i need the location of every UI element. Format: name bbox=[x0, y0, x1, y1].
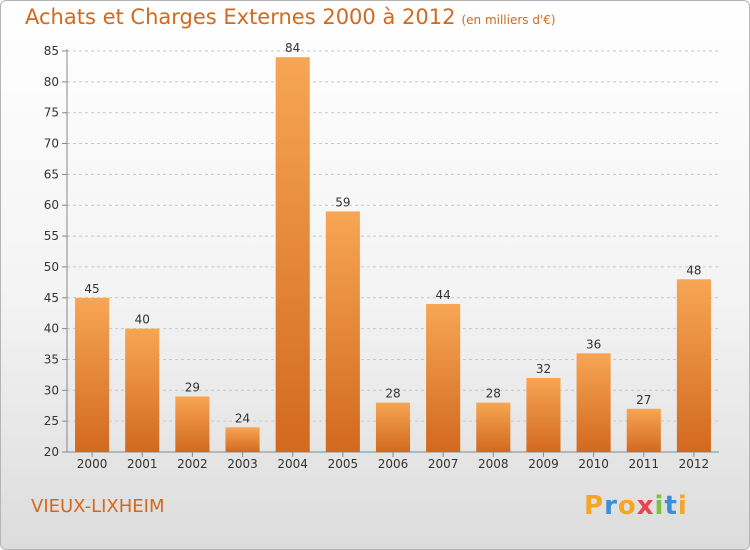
x-tick-label: 2005 bbox=[328, 457, 359, 471]
x-tick-label: 2004 bbox=[277, 457, 308, 471]
y-tick-label: 60 bbox=[44, 198, 59, 212]
value-label: 28 bbox=[385, 387, 400, 401]
y-tick-label: 85 bbox=[44, 44, 59, 58]
logo-letter: P bbox=[584, 491, 605, 521]
x-tick-label: 2002 bbox=[177, 457, 208, 471]
y-tick-label: 20 bbox=[44, 445, 59, 459]
bar-2002 bbox=[175, 396, 210, 452]
y-tick-label: 55 bbox=[44, 229, 59, 243]
logo-letter: i bbox=[677, 491, 688, 521]
y-tick-label: 25 bbox=[44, 414, 59, 428]
y-tick-label: 75 bbox=[44, 106, 59, 120]
value-label: 28 bbox=[486, 387, 501, 401]
value-label: 27 bbox=[636, 393, 651, 407]
x-tick-label: 2000 bbox=[77, 457, 108, 471]
y-tick-label: 80 bbox=[44, 75, 59, 89]
bar-2008 bbox=[476, 402, 511, 452]
bar-2006 bbox=[375, 402, 411, 452]
logo-letter: o bbox=[617, 491, 637, 521]
value-label: 29 bbox=[185, 380, 200, 394]
x-tick-label: 2012 bbox=[679, 457, 710, 471]
x-tick-label: 2010 bbox=[578, 457, 609, 471]
bar-2001 bbox=[125, 328, 160, 452]
chart-subtitle: (en milliers d'€) bbox=[461, 13, 556, 27]
bar-2009 bbox=[526, 377, 561, 452]
bar-2004 bbox=[275, 57, 310, 453]
value-label: 36 bbox=[586, 337, 601, 351]
bar-2005 bbox=[325, 211, 360, 452]
x-tick-label: 2011 bbox=[628, 457, 659, 471]
logo-letter: x bbox=[636, 491, 655, 521]
x-tick-label: 2007 bbox=[428, 457, 459, 471]
bar-2010 bbox=[576, 353, 611, 452]
logo-letter: r bbox=[604, 491, 618, 521]
bar-2012 bbox=[676, 279, 711, 452]
value-label: 59 bbox=[335, 195, 350, 209]
logo-letter: i bbox=[654, 491, 665, 521]
value-label: 48 bbox=[686, 263, 701, 277]
y-tick-label: 30 bbox=[44, 383, 59, 397]
x-tick-label: 2006 bbox=[378, 457, 409, 471]
chart-title: Achats et Charges Externes 2000 à 2012 (e… bbox=[25, 5, 556, 29]
bar-2007 bbox=[426, 303, 461, 452]
logo-letter: t bbox=[664, 491, 678, 521]
chart-title-text: Achats et Charges Externes 2000 à 2012 bbox=[25, 5, 456, 29]
bar-2011 bbox=[626, 408, 661, 452]
y-tick-label: 35 bbox=[44, 352, 59, 366]
y-tick-label: 45 bbox=[44, 291, 59, 305]
y-tick-label: 40 bbox=[44, 322, 59, 336]
value-label: 40 bbox=[135, 313, 150, 327]
value-label: 45 bbox=[84, 282, 99, 296]
x-tick-label: 2003 bbox=[227, 457, 258, 471]
value-label: 44 bbox=[436, 288, 451, 302]
place-name: VIEUX-LIXHEIM bbox=[31, 496, 165, 517]
labels: 20 25 30 35 40 45 50 55 60 65 70 75 80 85 45 2000 40 2001… bbox=[44, 41, 709, 471]
value-label: 32 bbox=[536, 362, 551, 376]
y-tick-label: 50 bbox=[44, 260, 59, 274]
y-tick-label: 70 bbox=[44, 137, 59, 151]
bar-2000 bbox=[75, 297, 110, 452]
value-label: 24 bbox=[235, 411, 250, 425]
value-label: 84 bbox=[285, 41, 300, 55]
x-tick-label: 2001 bbox=[127, 457, 158, 471]
proxiti-logo: Proxiti bbox=[584, 491, 688, 521]
y-tick-label: 65 bbox=[44, 167, 59, 181]
bars bbox=[75, 57, 711, 453]
bar-2003 bbox=[225, 427, 260, 452]
x-tick-label: 2008 bbox=[478, 457, 509, 471]
x-tick-label: 2009 bbox=[528, 457, 559, 471]
